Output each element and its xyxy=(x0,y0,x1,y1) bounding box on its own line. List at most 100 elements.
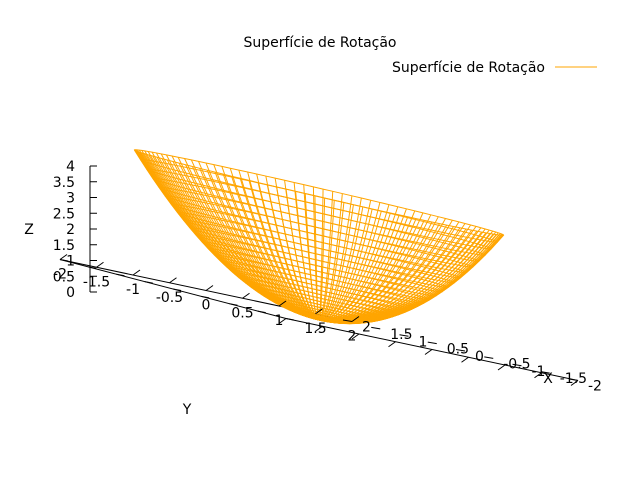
legend: Superfície de Rotação xyxy=(392,60,597,76)
y-tick-label: 1.5 xyxy=(304,321,326,337)
surface-meridian xyxy=(318,208,373,322)
y-tick-mark xyxy=(461,356,469,363)
x-tick-label: 1 xyxy=(419,334,428,350)
surface-mesh xyxy=(133,149,505,325)
z-tick-label: 1.5 xyxy=(53,238,75,254)
surface-meridian xyxy=(248,180,320,321)
x-tick-mark xyxy=(257,310,266,314)
surface-meridian xyxy=(285,189,320,321)
surface-meridian xyxy=(318,206,364,321)
surface-meridian xyxy=(318,191,334,321)
x-tick-mark xyxy=(201,295,210,299)
surface-meridian xyxy=(318,210,382,322)
x-axis-ticks: -2-1.5-1-0.500.511.52 xyxy=(59,259,602,395)
x-tick-mark xyxy=(172,288,182,291)
x-axis-label: X xyxy=(543,371,553,387)
x-tick-label: -1 xyxy=(532,364,546,380)
surface-meridian xyxy=(257,182,320,321)
y-tick-mark xyxy=(351,333,360,340)
y-tick-mark xyxy=(96,261,104,268)
y-tick-label: -1 xyxy=(126,282,140,298)
surface-meridian xyxy=(304,193,320,321)
surface-meridian xyxy=(318,193,343,321)
y-tick-mark xyxy=(534,372,542,379)
z-axis-ticks: 00.511.522.533.54 xyxy=(53,159,97,301)
y-tick-mark xyxy=(205,285,214,291)
x-tick-mark xyxy=(540,371,550,374)
surface-meridian xyxy=(318,212,391,322)
z-tick-label: 2.5 xyxy=(53,206,75,222)
y-tick-mark xyxy=(59,254,68,260)
z-axis-label: Z xyxy=(24,222,34,238)
y-tick-mark xyxy=(351,316,360,322)
y-tick-mark xyxy=(242,292,250,299)
z-tick-label: 0.5 xyxy=(53,269,75,285)
surface-meridian xyxy=(318,200,335,321)
y-tick-label: 2 xyxy=(348,329,357,345)
surface-meridian xyxy=(276,186,320,321)
axes xyxy=(59,166,579,381)
y-tick-label: -1.5 xyxy=(83,274,110,290)
y-axis-label: Y xyxy=(182,402,192,418)
surface-meridian xyxy=(318,214,400,322)
x-tick-mark xyxy=(88,266,97,269)
surface-meridian xyxy=(295,191,320,321)
x-tick-mark xyxy=(116,273,125,277)
x-tick-label: 0 xyxy=(475,349,484,365)
surface-meridian xyxy=(318,198,326,321)
legend-label: Superfície de Rotação xyxy=(392,60,545,76)
surface-meridian xyxy=(318,204,354,321)
x-tick-mark xyxy=(371,326,381,330)
surface-meridian xyxy=(198,161,320,321)
surface-meridian xyxy=(318,221,433,323)
y-tick-label: -0.5 xyxy=(156,290,183,306)
y-tick-mark xyxy=(424,349,433,355)
y-tick-mark xyxy=(169,277,177,284)
z-tick-label: 2 xyxy=(66,222,75,238)
y-tick-mark xyxy=(278,318,287,324)
surface-meridian xyxy=(318,202,345,321)
x-tick-mark xyxy=(342,319,353,322)
x-tick-label: -0.5 xyxy=(503,356,530,372)
surface-meridian xyxy=(266,184,320,321)
x-tick-mark xyxy=(484,356,494,359)
x-tick-label: 1.5 xyxy=(390,327,412,343)
surface-meridian xyxy=(318,206,399,321)
y-axis-ticks: -2 -1.5 -1 -0.5 0 0.5 1 1.5 2 xyxy=(53,254,579,386)
chart-title: Superfície de Rotação xyxy=(243,35,396,51)
y-tick-mark xyxy=(388,341,396,348)
z-tick-label: 0 xyxy=(66,285,75,301)
x-tick-mark xyxy=(568,378,579,381)
x-tick-mark xyxy=(285,318,295,321)
x-tick-label: 0.5 xyxy=(447,342,469,358)
surface-meridian xyxy=(314,195,320,321)
surface-meridian xyxy=(318,218,417,322)
z-tick-label: 3 xyxy=(66,191,75,207)
y-tick-label: 0.5 xyxy=(231,305,253,321)
x-tick-label: -2 xyxy=(588,379,602,395)
y-tick-label: 0 xyxy=(202,298,211,314)
x-tick-mark xyxy=(229,303,238,306)
surface-meridian xyxy=(318,216,409,322)
x-tick-mark xyxy=(59,259,69,262)
z-tick-label: 4 xyxy=(66,159,75,175)
y-tick-mark xyxy=(132,269,141,276)
x-tick-mark xyxy=(427,341,437,345)
x-tick-mark xyxy=(512,363,522,367)
y-tick-label: 1 xyxy=(275,313,284,329)
y-tick-mark xyxy=(570,380,579,386)
y-tick-mark xyxy=(497,364,506,371)
z-tick-label: 1 xyxy=(66,254,75,270)
surface-meridian xyxy=(318,220,425,323)
z-tick-label: 3.5 xyxy=(53,175,75,191)
y-tick-mark xyxy=(278,300,287,307)
x-tick-mark xyxy=(399,334,409,337)
x-tick-mark xyxy=(144,281,153,284)
y-tick-mark xyxy=(315,308,323,315)
x-tick-label: -1.5 xyxy=(560,371,587,387)
x-tick-mark xyxy=(455,349,466,352)
x-tick-label: 2 xyxy=(362,320,371,336)
y-tick-label: -2 xyxy=(53,267,67,283)
y-tick-mark xyxy=(315,325,323,332)
